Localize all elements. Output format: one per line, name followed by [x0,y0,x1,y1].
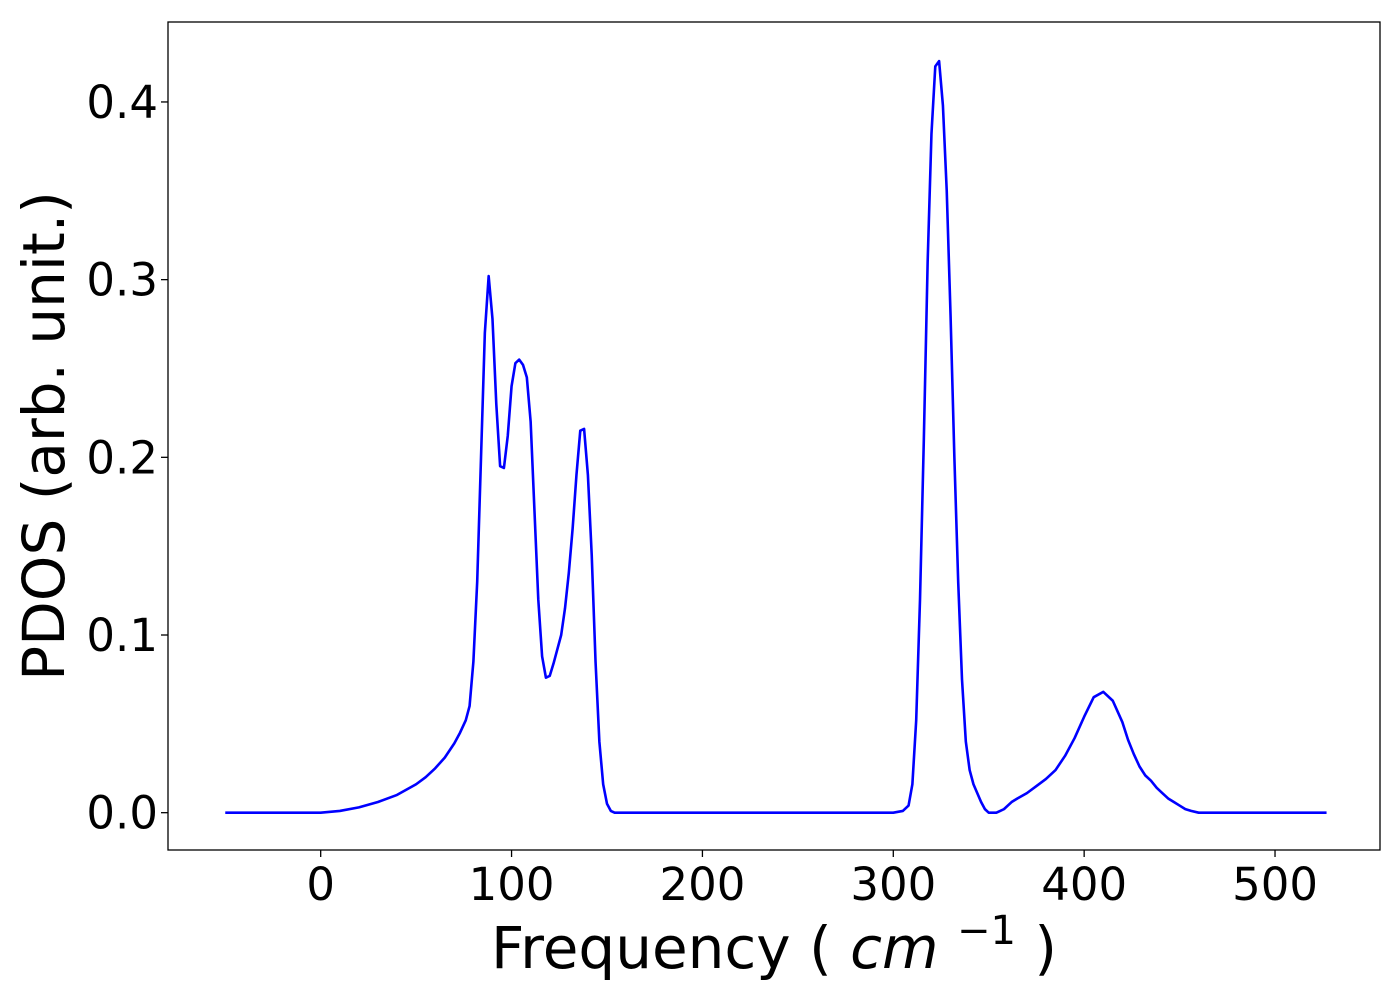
x-axis-title-close-paren: ) [1034,914,1057,982]
x-tick-label: 200 [659,858,745,911]
x-tick-label: 300 [850,858,936,911]
x-tick-label: 100 [469,858,555,911]
series-line-0 [225,59,1327,814]
x-tick-label: 0 [306,858,335,911]
x-tick-label: 400 [1041,858,1127,911]
y-tick-label: 0.4 [86,76,158,129]
y-axis-title: PDOS (arb. unit.) [10,191,78,681]
series-layer [225,59,1327,814]
x-axis: 0 100 200 300 400 500 [306,850,1318,911]
y-tick-label: 0.1 [86,609,158,662]
x-axis-title: Frequency ( cm −1 ) [491,890,1057,982]
x-tick-label: 500 [1232,858,1318,911]
y-tick-label: 0.0 [86,787,158,840]
plot-frame [167,21,1381,851]
x-axis-title-open-paren: ( [809,914,832,982]
y-tick-label: 0.2 [86,431,158,484]
y-tick-label: 0.3 [86,254,158,307]
y-axis: 0.0 0.1 0.2 0.3 0.4 [86,76,168,840]
x-axis-title-unit: cm [850,914,938,982]
x-axis-title-text: Frequency [491,914,791,982]
x-axis-title-exponent: −1 [957,908,1016,954]
